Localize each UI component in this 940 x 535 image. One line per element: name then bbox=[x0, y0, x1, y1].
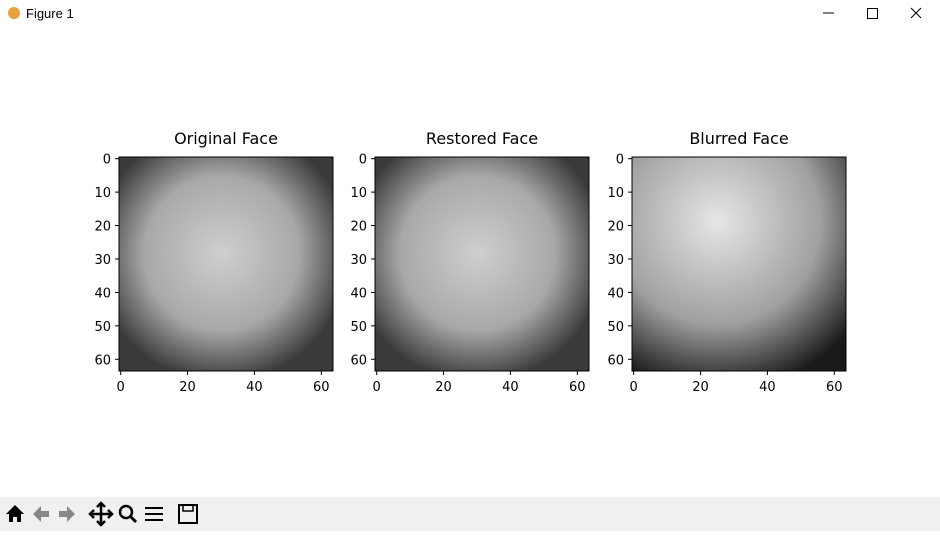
y-tick-label: 60 bbox=[94, 353, 111, 368]
x-tick-label: 0 bbox=[630, 380, 638, 395]
axes-frame bbox=[631, 156, 847, 372]
y-tick-label: 10 bbox=[607, 186, 624, 201]
y-tick-label: 0 bbox=[103, 153, 111, 168]
y-tick-label: 50 bbox=[350, 320, 367, 335]
x-tick-label: 40 bbox=[759, 380, 776, 395]
y-tick-label: 60 bbox=[350, 353, 367, 368]
x-tick-label: 20 bbox=[692, 380, 709, 395]
y-tick-label: 30 bbox=[94, 253, 111, 268]
axes-frame bbox=[118, 156, 334, 372]
y-tick-label: 10 bbox=[94, 186, 111, 201]
save-button[interactable] bbox=[178, 504, 198, 524]
axes-title: Original Face bbox=[174, 129, 278, 148]
y-tick-label: 60 bbox=[607, 353, 624, 368]
forward-button[interactable] bbox=[59, 506, 75, 522]
back-button[interactable] bbox=[33, 506, 49, 522]
image bbox=[119, 157, 333, 371]
axes-frame bbox=[374, 156, 590, 372]
pan-button[interactable] bbox=[88, 501, 114, 527]
configure-button[interactable] bbox=[145, 507, 163, 521]
app-icon bbox=[8, 7, 20, 19]
y-tick-label: 30 bbox=[350, 253, 367, 268]
maximize-button[interactable] bbox=[867, 8, 878, 19]
image bbox=[375, 157, 589, 371]
y-tick-label: 40 bbox=[94, 286, 111, 301]
x-tick-label: 0 bbox=[373, 380, 381, 395]
axes-title: Blurred Face bbox=[689, 129, 788, 148]
title-bar: Figure 1 bbox=[0, 0, 940, 28]
y-tick-label: 10 bbox=[350, 186, 367, 201]
title-bar-icons bbox=[8, 7, 922, 19]
y-tick-label: 30 bbox=[607, 253, 624, 268]
y-tick-label: 50 bbox=[607, 320, 624, 335]
toolbar bbox=[0, 497, 940, 531]
y-tick-label: 20 bbox=[94, 220, 111, 235]
y-tick-label: 0 bbox=[616, 153, 624, 168]
window-title: Figure 1 bbox=[26, 6, 74, 21]
x-tick-label: 60 bbox=[313, 380, 330, 395]
y-tick-label: 20 bbox=[350, 220, 367, 235]
zoom-button[interactable] bbox=[118, 504, 134, 520]
x-tick-label: 40 bbox=[246, 380, 263, 395]
y-tick-label: 20 bbox=[607, 220, 624, 235]
home-button[interactable] bbox=[6, 505, 24, 522]
toolbar-icons bbox=[6, 501, 198, 527]
y-tick-label: 40 bbox=[350, 286, 367, 301]
x-tick-label: 20 bbox=[435, 380, 452, 395]
y-tick-label: 40 bbox=[607, 286, 624, 301]
x-tick-label: 20 bbox=[179, 380, 196, 395]
y-tick-label: 0 bbox=[359, 153, 367, 168]
x-tick-label: 0 bbox=[117, 380, 125, 395]
x-tick-label: 60 bbox=[826, 380, 843, 395]
x-tick-label: 40 bbox=[502, 380, 519, 395]
x-tick-label: 60 bbox=[569, 380, 586, 395]
figure-canvas: Original Face 0 20 40 60 0 10 20 30 40 50 60 Restore… bbox=[94, 129, 847, 395]
image bbox=[632, 157, 846, 371]
y-tick-label: 50 bbox=[94, 320, 111, 335]
axes-title: Restored Face bbox=[426, 129, 538, 148]
close-button[interactable] bbox=[910, 7, 922, 19]
